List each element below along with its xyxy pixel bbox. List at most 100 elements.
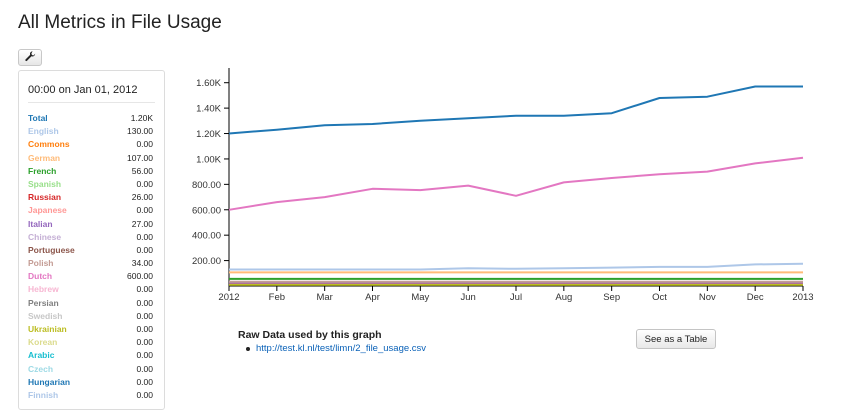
legend-row: Hebrew 0.00	[28, 283, 153, 296]
legend-series-name: Hungarian	[28, 376, 71, 387]
legend-row: Swedish 0.00	[28, 310, 153, 323]
x-tick-label: Nov	[699, 292, 716, 303]
legend-series-name: Hebrew	[28, 284, 59, 295]
x-tick-label: Sep	[603, 292, 620, 303]
x-tick-label: Jul	[510, 292, 522, 303]
legend-row: Polish 34.00	[28, 257, 153, 270]
legend-series-value: 0.00	[136, 297, 153, 308]
legend-panel: 00:00 on Jan 01, 2012 Total 1.20K English 1…	[18, 70, 165, 410]
see-as-table-button[interactable]: See as a Table	[636, 329, 716, 349]
legend-row: Portuguese 0.00	[28, 244, 153, 257]
legend-row: Russian 26.00	[28, 191, 153, 204]
raw-data-item: http://test.kl.nl/test/limn/2_file_usage…	[246, 343, 426, 354]
x-tick-label: Apr	[365, 292, 380, 303]
legend-series-value: 0.00	[136, 350, 153, 361]
legend-series-value: 600.00	[127, 271, 153, 282]
series-line-total	[228, 85, 803, 135]
legend-series-value: 0.00	[136, 231, 153, 242]
legend-row: Persian 0.00	[28, 297, 153, 310]
settings-button[interactable]	[18, 49, 42, 66]
legend-series-name: Persian	[28, 297, 59, 308]
legend-series-name: Japanese	[28, 205, 67, 216]
raw-data-title: Raw Data used by this graph	[238, 329, 382, 341]
y-tick-label: 800.00	[192, 180, 221, 191]
legend-series-value: 0.00	[136, 363, 153, 374]
legend-series-value: 56.00	[131, 165, 153, 176]
legend-row: French 56.00	[28, 165, 153, 178]
bullet-icon	[246, 346, 250, 351]
legend-series-value: 0.00	[136, 310, 153, 321]
x-tick-label: May	[411, 292, 429, 303]
legend-row: Spanish 0.00	[28, 178, 153, 191]
legend-row: Korean 0.00	[28, 336, 153, 349]
wrench-icon	[24, 49, 36, 67]
legend-divider	[28, 102, 155, 103]
raw-data-link[interactable]: http://test.kl.nl/test/limn/2_file_usage…	[256, 343, 427, 354]
legend-timestamp: 00:00 on Jan 01, 2012	[28, 84, 138, 96]
legend-series-name: Commons	[28, 139, 70, 150]
series-line-english	[229, 262, 804, 271]
x-tick-label: Oct	[652, 292, 667, 303]
legend-series-name: Arabic	[28, 350, 55, 361]
legend-row: Italian 27.00	[28, 218, 153, 231]
legend-list: Total 1.20K English 130.00 Commons 0.00 German…	[28, 112, 153, 402]
x-tick-label: 2013	[792, 292, 813, 303]
legend-series-value: 26.00	[131, 192, 153, 203]
series-line-dutch	[228, 156, 804, 211]
legend-series-value: 0.00	[136, 139, 153, 150]
y-tick-label: 1.60K	[196, 78, 221, 89]
legend-row: Arabic 0.00	[28, 349, 153, 362]
legend-series-name: Dutch	[28, 271, 53, 282]
x-tick-label: Mar	[316, 292, 332, 303]
legend-series-name: Russian	[28, 192, 62, 203]
x-tick-label: Dec	[747, 292, 764, 303]
legend-series-value: 0.00	[136, 389, 153, 400]
legend-series-name: German	[28, 152, 61, 163]
legend-series-name: French	[28, 165, 57, 176]
x-tick-label: Feb	[269, 292, 285, 303]
legend-series-name: Korean	[28, 337, 58, 348]
legend-row: Total 1.20K	[28, 112, 153, 125]
legend-row: Czech 0.00	[28, 363, 153, 376]
x-tick-label: 2012	[218, 292, 239, 303]
legend-series-name: Polish	[28, 258, 54, 269]
legend-row: Finnish 0.00	[28, 389, 153, 402]
legend-series-name: Czech	[28, 363, 54, 374]
legend-series-name: Swedish	[28, 310, 63, 321]
y-tick-label: 600.00	[192, 205, 221, 216]
legend-series-name: Ukrainian	[28, 324, 67, 334]
y-tick-label: 400.00	[192, 231, 221, 242]
legend-series-value: 34.00	[131, 258, 153, 269]
legend-row: Dutch 600.00	[28, 270, 153, 283]
x-tick-label: Jun	[461, 292, 476, 303]
legend-series-name: Finnish	[28, 389, 59, 400]
legend-series-value: 0.00	[136, 376, 153, 387]
page-title: All Metrics in File Usage	[18, 12, 222, 33]
legend-row: Commons 0.00	[28, 138, 153, 151]
legend-series-value: 0.00	[136, 284, 153, 295]
legend-series-value: 0.00	[136, 178, 153, 189]
legend-series-value: 0.00	[136, 324, 153, 334]
legend-row: Hungarian 0.00	[28, 376, 153, 389]
legend-series-value: 1.20K	[130, 113, 153, 123]
y-tick-label: 1.20K	[196, 129, 221, 140]
legend-series-name: Italian	[28, 218, 53, 229]
legend-series-value: 130.00	[127, 126, 153, 137]
legend-series-name: English	[28, 126, 59, 137]
legend-series-value: 27.00	[131, 218, 153, 229]
legend-series-name: Spanish	[28, 178, 62, 189]
legend-series-name: Total	[28, 113, 48, 123]
legend-row: German 107.00	[28, 152, 153, 165]
legend-series-value: 0.00	[136, 337, 153, 348]
legend-series-name: Portuguese	[28, 244, 75, 255]
legend-row: Ukrainian 0.00	[28, 323, 153, 336]
y-tick-label: 200.00	[192, 256, 221, 267]
x-tick-label: Aug	[555, 292, 572, 303]
y-tick-label: 1.00K	[196, 154, 221, 165]
legend-row: English 130.00	[28, 125, 153, 138]
legend-series-name: Chinese	[28, 231, 62, 242]
y-tick-label: 1.40K	[196, 104, 221, 115]
legend-series-value: 0.00	[136, 244, 153, 255]
line-chart: 200.00 400.00 600.00 800.00 1.00K 1.20K 1.40K 1…	[192, 68, 814, 303]
legend-row: Chinese 0.00	[28, 231, 153, 244]
